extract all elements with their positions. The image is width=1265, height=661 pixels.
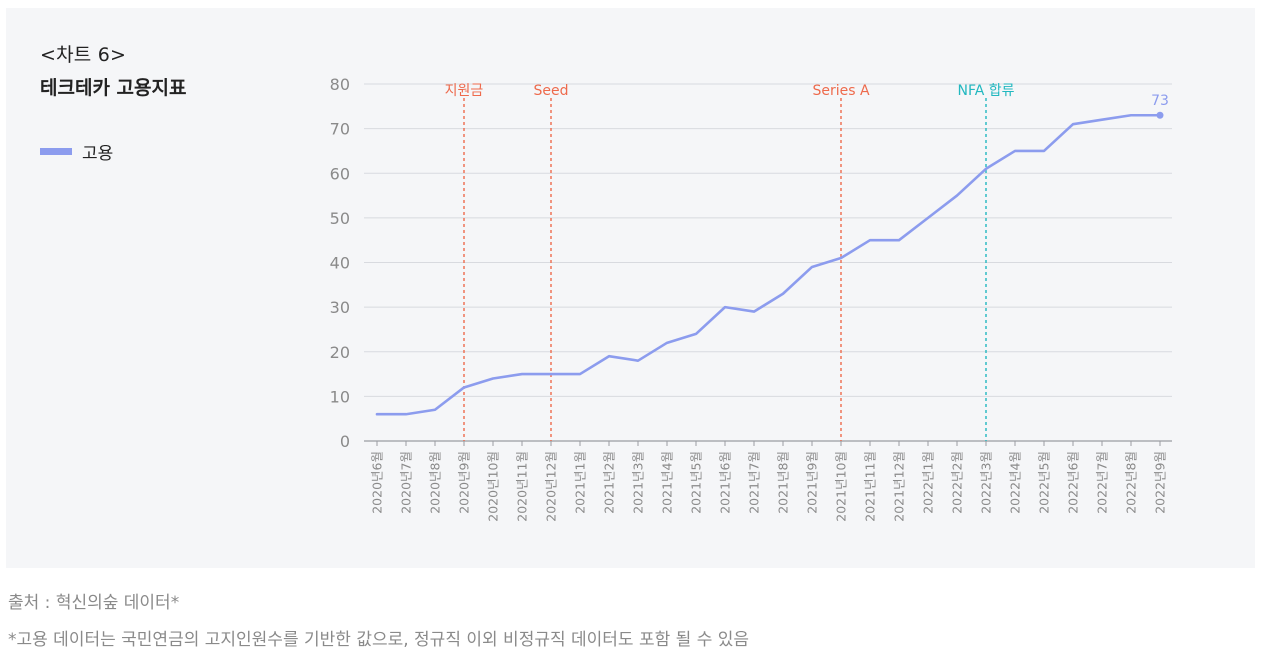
event-label: 지원금 xyxy=(445,83,484,99)
x-tick-label: 2021년10월 xyxy=(834,451,849,522)
event-label: Series A xyxy=(812,83,870,99)
x-tick-label: 2022년6월 xyxy=(1066,451,1081,514)
y-tick-label: 0 xyxy=(340,432,350,451)
y-tick-label: 60 xyxy=(330,164,350,183)
chart-panel xyxy=(6,8,1255,568)
x-tick-label: 2020년8월 xyxy=(428,451,443,514)
chart-number-label: <차트 6> xyxy=(40,44,127,66)
legend-label: 고용 xyxy=(82,144,114,164)
x-tick-label: 2020년11월 xyxy=(515,451,530,522)
legend-swatch xyxy=(40,148,72,155)
x-tick-label: 2022년8월 xyxy=(1124,451,1139,514)
last-data-point xyxy=(1156,111,1164,119)
x-tick-label: 2022년2월 xyxy=(950,451,965,514)
x-tick-label: 2021년8월 xyxy=(776,451,791,514)
x-tick-label: 2021년5월 xyxy=(689,451,704,514)
footnote-text: *고용 데이터는 국민연금의 고지인원수를 기반한 값으로, 정규직 이외 비정… xyxy=(8,630,750,650)
y-tick-label: 50 xyxy=(330,209,350,228)
chart-title: 테크테카 고용지표 xyxy=(40,77,187,99)
legend: 고용 xyxy=(40,139,113,164)
x-tick-label: 2021년3월 xyxy=(631,451,646,514)
y-tick-label: 80 xyxy=(330,75,350,94)
x-tick-label: 2021년12월 xyxy=(892,451,907,522)
y-tick-label: 40 xyxy=(330,254,350,273)
x-tick-label: 2021년9월 xyxy=(805,451,820,514)
event-label: NFA 합류 xyxy=(957,83,1014,99)
y-tick-label: 30 xyxy=(330,298,350,317)
x-tick-label: 2021년4월 xyxy=(660,451,675,514)
x-tick-label: 2022년4월 xyxy=(1008,451,1023,514)
x-tick-label: 2020년10월 xyxy=(486,451,501,522)
x-tick-label: 2022년9월 xyxy=(1153,451,1168,514)
x-tick-label: 2021년6월 xyxy=(718,451,733,514)
x-tick-label: 2020년6월 xyxy=(370,451,385,514)
x-tick-label: 2022년1월 xyxy=(921,451,936,514)
x-tick-label: 2021년1월 xyxy=(573,451,588,514)
y-tick-label: 20 xyxy=(330,343,350,362)
x-tick-label: 2020년7월 xyxy=(399,451,414,514)
y-tick-label: 10 xyxy=(330,387,350,406)
x-tick-label: 2022년3월 xyxy=(979,451,994,514)
series-line xyxy=(375,113,1162,416)
x-tick-label: 2022년5월 xyxy=(1037,451,1052,514)
x-tick-label: 2020년12월 xyxy=(544,451,559,522)
event-label: Seed xyxy=(534,83,569,99)
x-tick-label: 2021년11월 xyxy=(863,451,878,522)
x-tick-label: 2022년7월 xyxy=(1095,451,1110,514)
last-value-label: 73 xyxy=(1151,93,1169,109)
x-tick-label: 2021년2월 xyxy=(602,451,617,514)
y-tick-label: 70 xyxy=(330,120,350,139)
x-tick-label: 2021년7월 xyxy=(747,451,762,514)
source-text: 출처 : 혁신의숲 데이터* xyxy=(8,593,180,613)
x-tick-label: 2020년9월 xyxy=(457,451,472,514)
